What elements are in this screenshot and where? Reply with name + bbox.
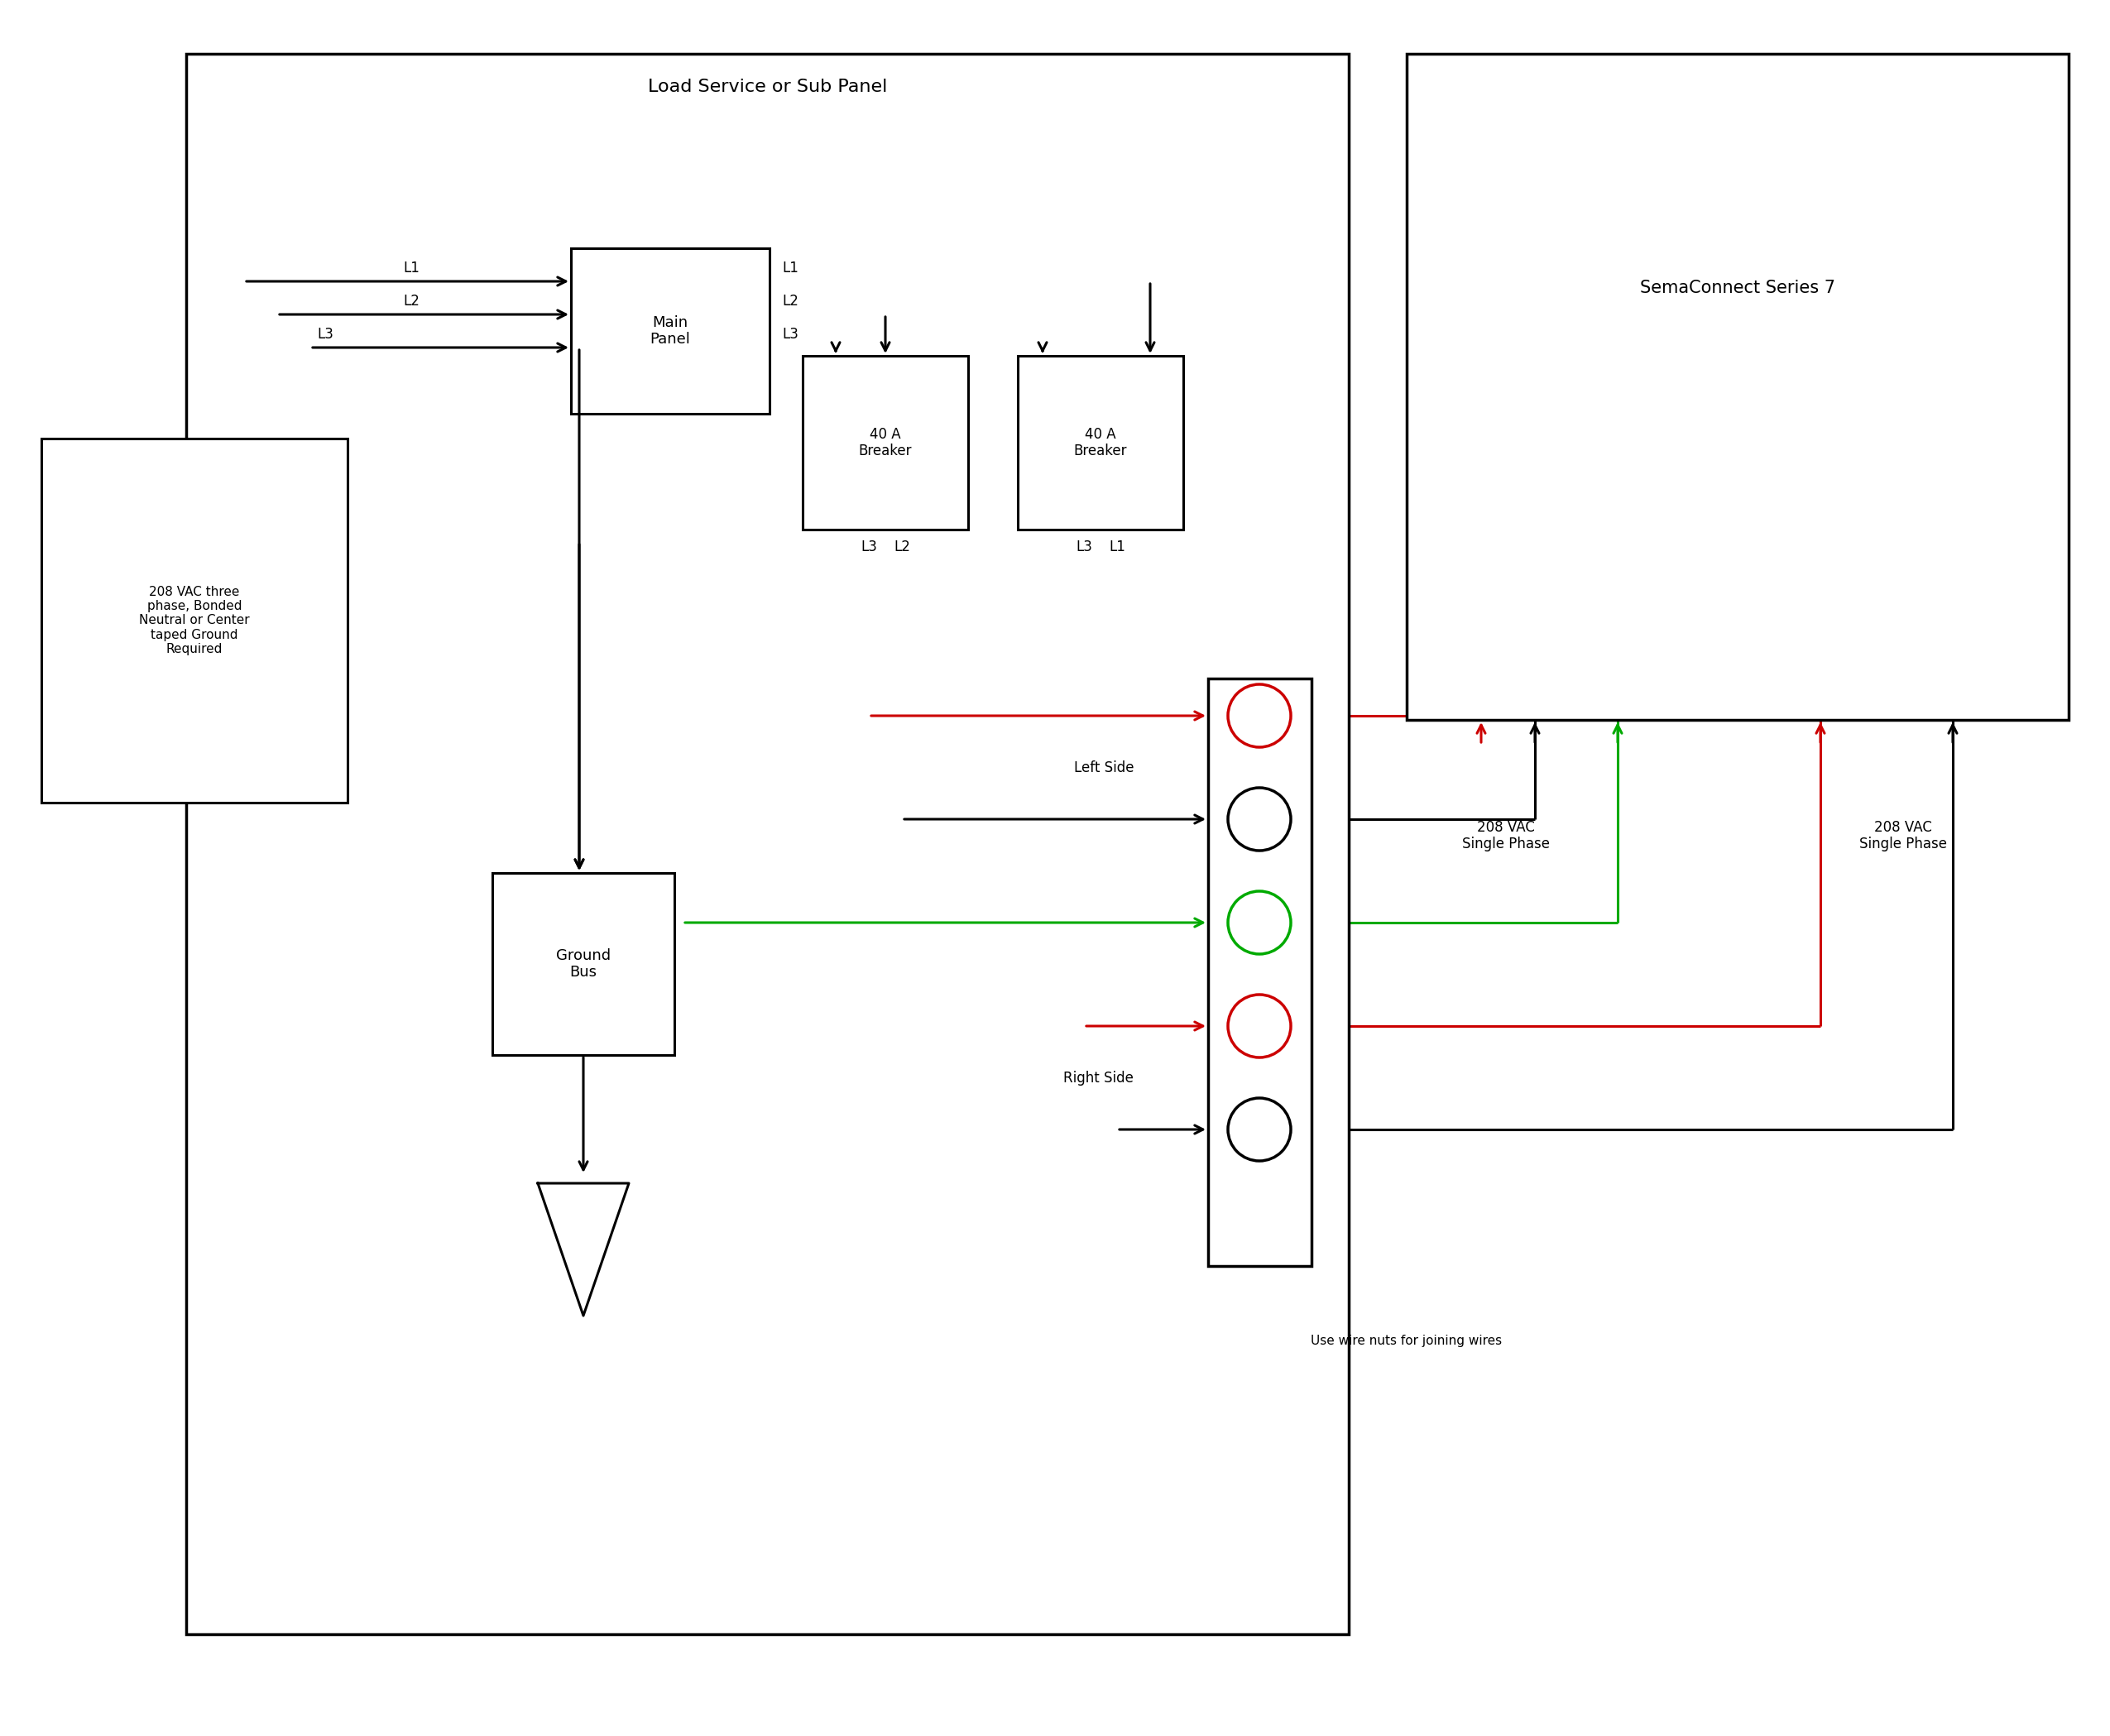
Text: L3: L3 <box>316 326 333 342</box>
Text: 40 A
Breaker: 40 A Breaker <box>1074 427 1127 458</box>
Text: 208 VAC
Single Phase: 208 VAC Single Phase <box>1462 819 1551 852</box>
Text: Load Service or Sub Panel: Load Service or Sub Panel <box>648 78 886 95</box>
Text: 40 A
Breaker: 40 A Breaker <box>859 427 912 458</box>
Text: Use wire nuts for joining wires: Use wire nuts for joining wires <box>1310 1335 1502 1347</box>
Text: Left Side: Left Side <box>1074 760 1133 776</box>
Text: L1: L1 <box>403 260 420 276</box>
Text: 208 VAC
Single Phase: 208 VAC Single Phase <box>1859 819 1948 852</box>
Circle shape <box>1228 788 1291 851</box>
Bar <box>1017 356 1184 529</box>
Bar <box>572 248 770 413</box>
Text: L1: L1 <box>1110 540 1125 554</box>
Bar <box>1209 679 1312 1266</box>
Bar <box>802 356 968 529</box>
Text: Right Side: Right Side <box>1063 1071 1133 1085</box>
Bar <box>492 873 675 1055</box>
Bar <box>186 54 1348 1634</box>
Text: SemaConnect Series 7: SemaConnect Series 7 <box>1639 279 1836 295</box>
Bar <box>1407 54 2068 720</box>
Circle shape <box>1228 891 1291 955</box>
Circle shape <box>1228 995 1291 1057</box>
Text: L1: L1 <box>783 260 798 276</box>
Text: Main
Panel: Main Panel <box>650 314 690 347</box>
Circle shape <box>1228 1099 1291 1161</box>
Text: L2: L2 <box>895 540 909 554</box>
Text: L2: L2 <box>783 293 798 309</box>
Text: L3: L3 <box>783 326 798 342</box>
Bar <box>42 439 348 802</box>
Circle shape <box>1228 684 1291 746</box>
Text: L3: L3 <box>1076 540 1093 554</box>
Text: L2: L2 <box>403 293 420 309</box>
Text: 208 VAC three
phase, Bonded
Neutral or Center
taped Ground
Required: 208 VAC three phase, Bonded Neutral or C… <box>139 585 249 656</box>
Text: Ground
Bus: Ground Bus <box>557 948 610 981</box>
Text: L3: L3 <box>861 540 878 554</box>
